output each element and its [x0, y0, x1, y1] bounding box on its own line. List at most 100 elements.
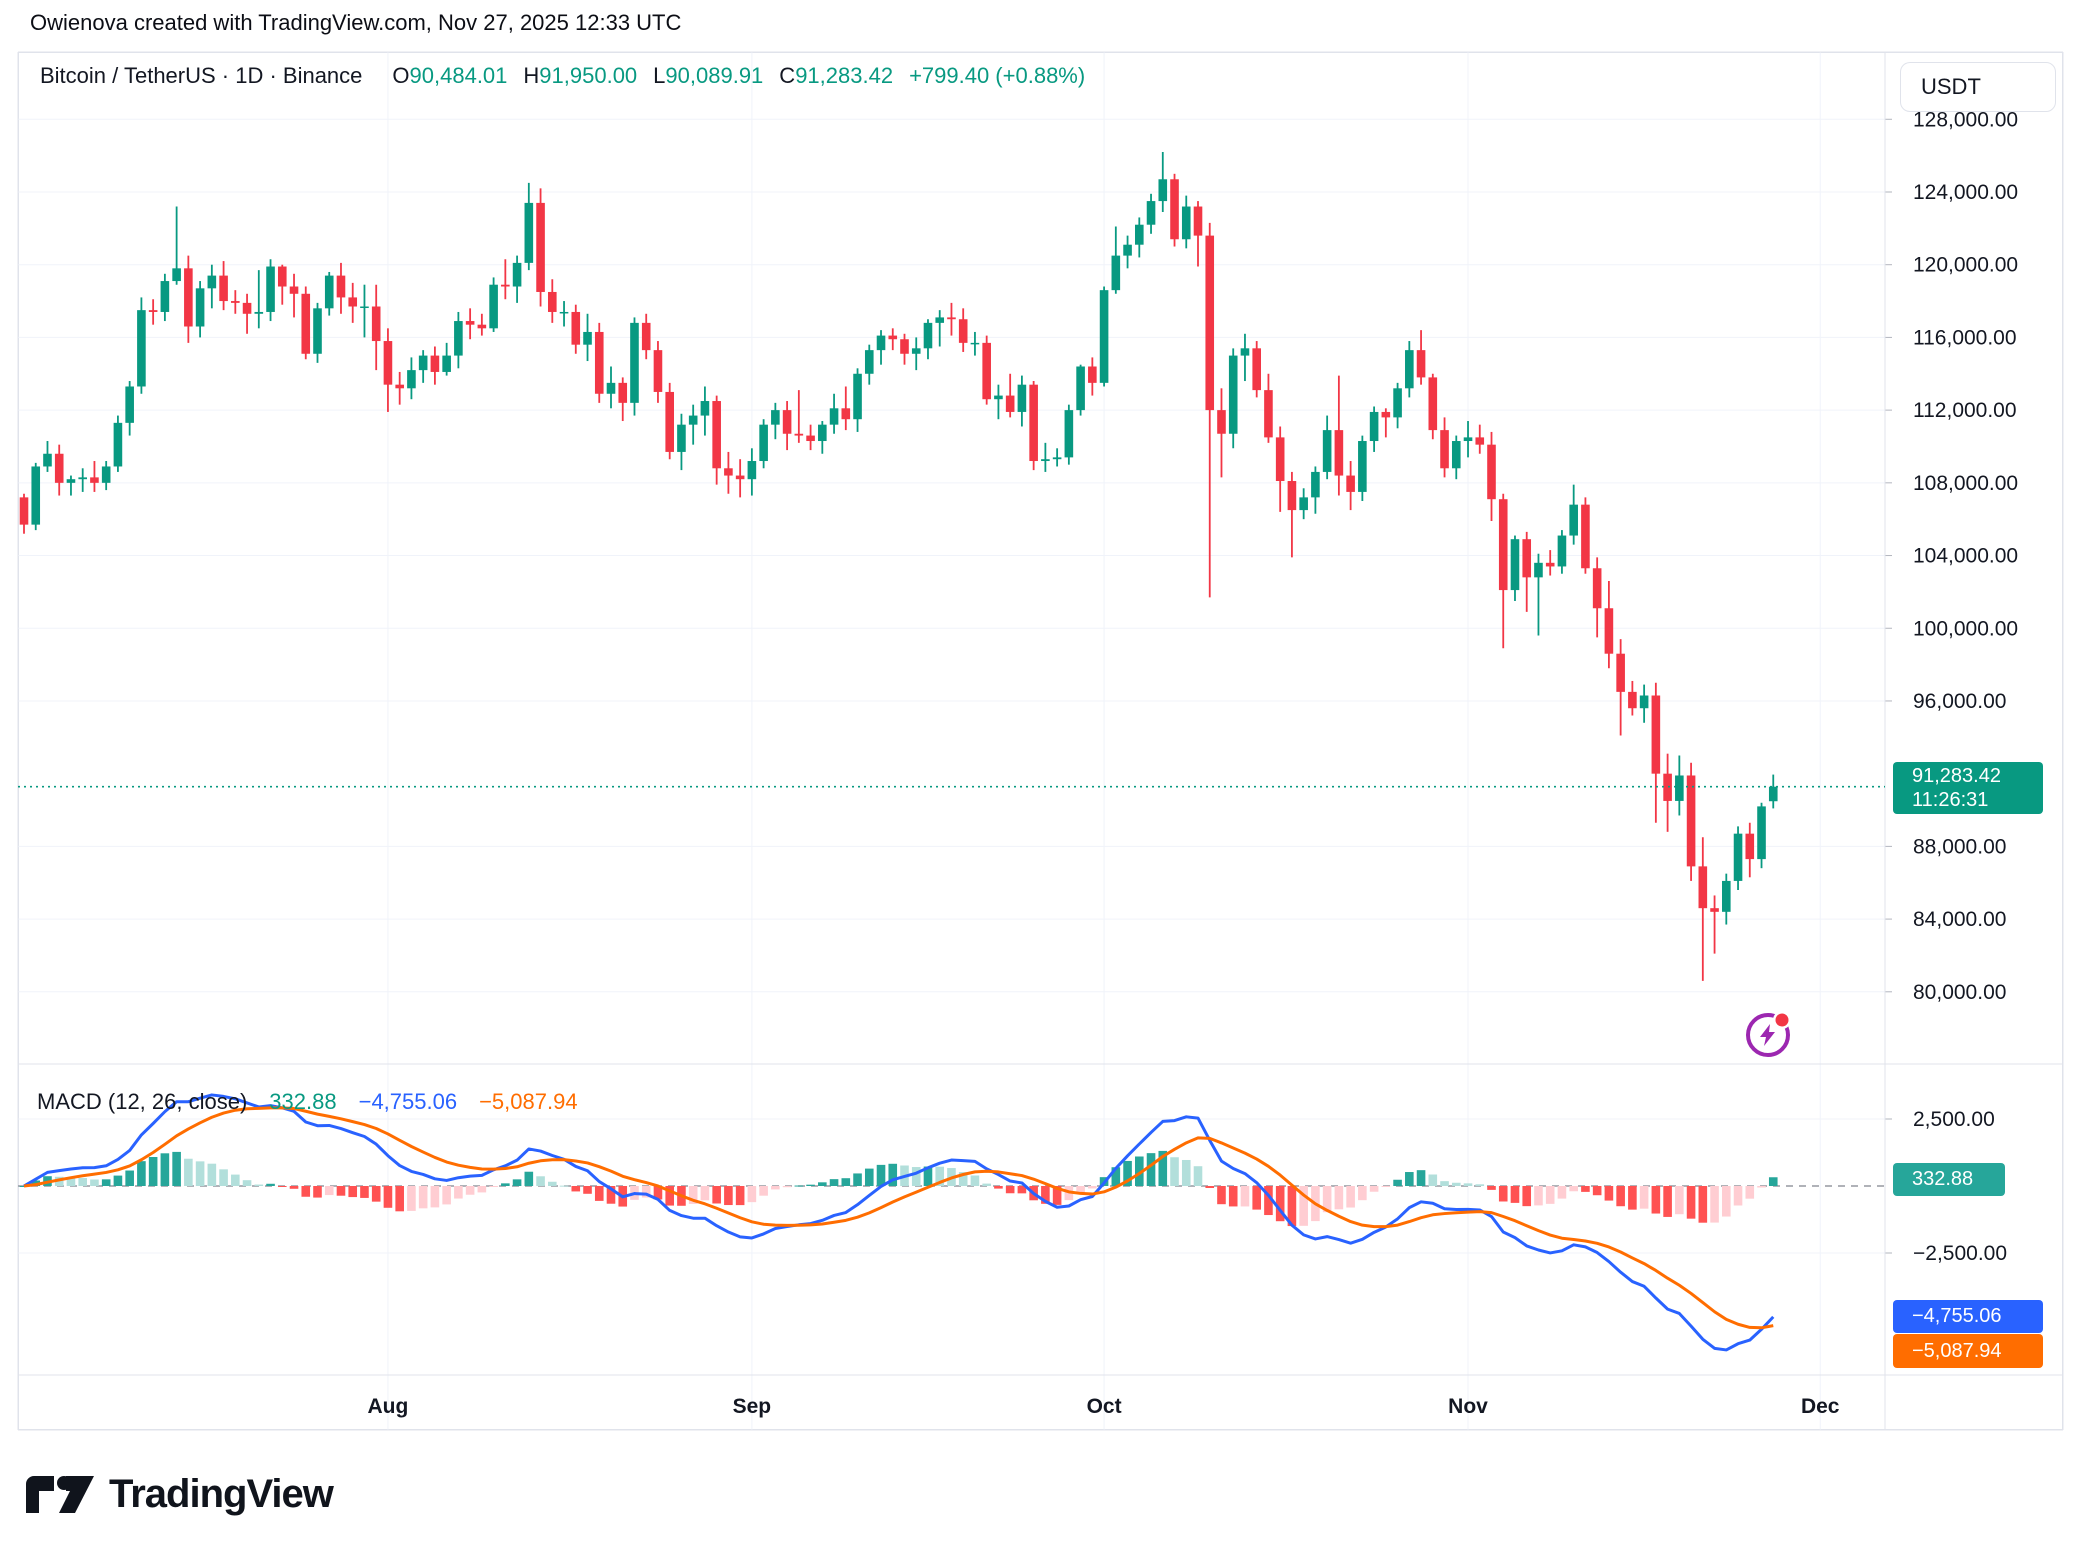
macd-histogram-bar [1217, 1186, 1226, 1205]
candle-body [1346, 475, 1355, 492]
candle-body [148, 310, 158, 312]
price-axis-label[interactable]: 96,000.00 [1913, 690, 2006, 713]
macd-histogram-bar [101, 1179, 111, 1186]
candle-body [1733, 833, 1743, 881]
price-axis-label[interactable]: 84,000.00 [1913, 908, 2006, 931]
macd-title[interactable]: MACD (12, 26, close) [37, 1089, 248, 1114]
macd-histogram-bar [231, 1174, 240, 1186]
macd-histogram-bar [1111, 1167, 1121, 1186]
candle-body [1228, 355, 1238, 434]
price-axis-label[interactable]: 88,000.00 [1913, 835, 2006, 858]
candle-body [1487, 444, 1496, 500]
macd-histogram-bar [336, 1186, 346, 1196]
macd-histogram-bar [78, 1178, 87, 1186]
candle-body [207, 275, 217, 289]
tradingview-logo-text: TradingView [109, 1472, 334, 1516]
price-axis-label[interactable]: 124,000.00 [1913, 181, 2018, 204]
macd-histogram-bar [418, 1186, 428, 1209]
macd-histogram-bar [935, 1166, 945, 1186]
candle-body [1768, 786, 1778, 802]
candle-body [1158, 179, 1168, 202]
macd-histogram-bar [1264, 1186, 1273, 1216]
price-axis-label[interactable]: 100,000.00 [1913, 617, 2018, 640]
macd-histogram-bar [207, 1163, 217, 1186]
price-axis-label[interactable]: 116,000.00 [1913, 326, 2017, 349]
symbol-ohlc-bar[interactable]: Bitcoin / TetherUS · 1D · Binance O90,484… [40, 63, 1085, 89]
macd-histogram-bar [1275, 1186, 1285, 1222]
macd-axis-label[interactable]: 2,500.00 [1913, 1108, 1995, 1131]
tradingview-logo[interactable]: TradingView [25, 1472, 334, 1517]
candle-body [1557, 535, 1567, 567]
candle-body [853, 373, 862, 420]
macd-histogram-bar [1722, 1186, 1731, 1217]
currency-toggle-button[interactable]: USDT [1900, 62, 2056, 112]
candle-body [1041, 459, 1050, 462]
macd-histogram-bar [277, 1186, 287, 1187]
macd-histogram-bar [982, 1183, 991, 1186]
candle-body [1146, 201, 1156, 225]
time-axis-label[interactable]: Oct [1087, 1395, 1122, 1418]
candle-body [1205, 235, 1215, 411]
candle-body [1581, 504, 1590, 569]
boost-icon[interactable] [1746, 1011, 1791, 1057]
macd-indicator-legend[interactable]: MACD (12, 26, close) 332.88 −4,755.06 −5,08… [37, 1089, 578, 1115]
candle-body [160, 281, 170, 312]
candle-body [348, 297, 358, 307]
macd-histogram-bar [1581, 1186, 1590, 1192]
price-axis-label[interactable]: 128,000.00 [1913, 108, 2018, 131]
candle-body [1663, 773, 1672, 801]
time-axis-label[interactable]: Aug [368, 1395, 409, 1418]
macd-histogram-bar [806, 1184, 815, 1186]
price-axis-label[interactable]: 108,000.00 [1913, 472, 2018, 495]
candle-body [1628, 691, 1637, 709]
macd-histogram-bar [1733, 1186, 1743, 1206]
candle-body [1099, 290, 1109, 383]
macd-histogram-bar [1663, 1186, 1672, 1217]
macd-histogram-bar [665, 1186, 674, 1206]
candle-body [982, 342, 991, 400]
macd-histogram-bar [348, 1186, 358, 1198]
candle-body [1322, 430, 1332, 472]
candle-body [1299, 497, 1308, 511]
macd-histogram-bar [301, 1186, 311, 1197]
candle-body [1522, 539, 1532, 578]
macd-histogram-bar [219, 1169, 228, 1186]
macd-histogram-bar [853, 1173, 862, 1186]
macd-axis-label[interactable]: −2,500.00 [1913, 1242, 2007, 1265]
macd-line-axis-box: −4,755.06 [1893, 1300, 2043, 1333]
candle-body [559, 311, 569, 314]
candle-body [1639, 695, 1649, 709]
time-axis-label[interactable]: Nov [1448, 1395, 1488, 1418]
candle-body [900, 339, 909, 354]
candle-body [1745, 833, 1755, 860]
macd-histogram-bar [571, 1186, 581, 1192]
macd-histogram-bar [1428, 1174, 1438, 1186]
bar-countdown: 11:26:31 [1912, 789, 1989, 811]
macd-histogram-bar [818, 1182, 827, 1186]
candle-body [1135, 224, 1144, 245]
candle-body [383, 341, 393, 385]
macd-histogram-bar [1510, 1186, 1520, 1203]
candle-body [1757, 806, 1766, 860]
macd-histogram-bar [1440, 1181, 1449, 1186]
time-axis-label[interactable]: Sep [733, 1395, 772, 1418]
candle-body [442, 355, 451, 372]
price-axis-label[interactable]: 104,000.00 [1913, 545, 2018, 568]
macd-histogram-bar [1322, 1186, 1332, 1213]
candle-body [301, 293, 311, 354]
macd-histogram-bar [876, 1164, 886, 1186]
candle-body [266, 266, 275, 312]
price-axis-label[interactable]: 120,000.00 [1913, 254, 2018, 277]
candle-body [371, 306, 381, 342]
candle-body [477, 324, 487, 329]
time-axis-label[interactable]: Dec [1801, 1395, 1840, 1418]
price-axis-label[interactable]: 80,000.00 [1913, 981, 2006, 1004]
symbol-title[interactable]: Bitcoin / TetherUS · 1D · Binance [40, 63, 363, 88]
macd-histogram-bar [1369, 1186, 1379, 1192]
macd-histogram-bar [1041, 1186, 1050, 1204]
candle-body [1604, 608, 1614, 654]
candle-body [1416, 350, 1426, 378]
price-axis-label[interactable]: 112,000.00 [1913, 399, 2017, 422]
macd-histogram-bar [1088, 1186, 1097, 1189]
